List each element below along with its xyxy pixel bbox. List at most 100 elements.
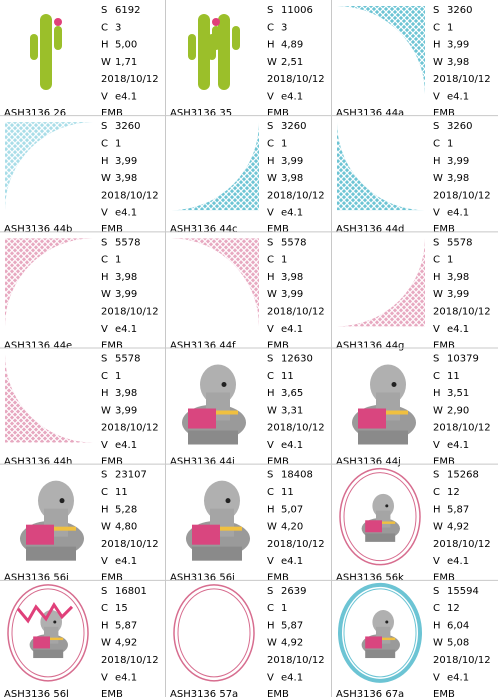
cactus-flower: [212, 18, 220, 26]
field-value: 1: [281, 255, 287, 266]
design-cell: S 12630 C 11 H 3,65 W 3,31 2018/10/12 V e4.1 EMB ASH…: [170, 354, 325, 468]
field-value: 2018/10/12: [433, 74, 491, 85]
field-label: W: [267, 638, 277, 649]
field-label: S: [433, 470, 439, 481]
llama-strap: [54, 526, 76, 531]
llama-strap: [50, 637, 64, 641]
field-value: e4.1: [281, 672, 303, 683]
design-cell: S 3260 C 1H 3,99 W 3,98 2018/10/12 V e4.1 EMB ASH31…: [336, 121, 491, 235]
lace-texture: [337, 238, 425, 327]
file-format: EMB: [433, 224, 455, 235]
oval-frame: [173, 584, 255, 682]
field-label: S: [433, 586, 439, 597]
field-label: S: [267, 354, 273, 365]
design-cell: S 2639 C 1H 5,87 W 4,92 2018/10/12 V e4.1 EMB ASH31…: [170, 584, 325, 697]
bunting: [16, 601, 74, 624]
file-format: EMB: [101, 340, 123, 351]
llama-leg: [365, 649, 396, 659]
llama-eye: [53, 620, 57, 624]
field-value: e4.1: [281, 556, 303, 567]
design-cell: S 5578 C 1H 3,98 W 3,99 2018/10/12 V e4.1 EMB ASH31…: [4, 237, 159, 351]
field-value: 2018/10/12: [267, 539, 325, 550]
llama-leg: [365, 533, 396, 542]
design-name: ASH3136 56l: [4, 689, 69, 697]
lace-texture: [5, 354, 93, 443]
field-value: e4.1: [447, 672, 469, 683]
llama-strap: [216, 410, 238, 415]
field-value: 3,98: [115, 173, 137, 184]
field-label: C: [433, 487, 440, 498]
field-value: 16801: [115, 586, 147, 597]
field-value: e4.1: [447, 324, 469, 335]
thumbnail: [352, 364, 416, 445]
field-value: 3,98: [281, 272, 303, 283]
field-value: 4,80: [115, 522, 137, 533]
lace-texture: [171, 122, 259, 211]
field-label: C: [267, 22, 274, 33]
field-value: 4,92: [447, 522, 469, 533]
field-value: 4,20: [281, 522, 303, 533]
thumbnail: [5, 122, 93, 211]
field-value: 2639: [281, 586, 306, 597]
field-label: H: [101, 156, 109, 167]
field-label: H: [101, 272, 109, 283]
field-label: W: [433, 173, 443, 184]
field-value: 1: [447, 255, 453, 266]
field-value: 1: [115, 255, 121, 266]
field-value: 2018/10/12: [433, 190, 491, 201]
field-value: 3260: [115, 121, 140, 132]
file-format: EMB: [433, 108, 455, 119]
field-value: 1: [115, 371, 121, 382]
field-value: e4.1: [447, 208, 469, 219]
field-label: S: [101, 5, 107, 16]
field-value: 18408: [281, 470, 313, 481]
field-value: e4.1: [115, 556, 137, 567]
thumbnail: [171, 122, 259, 211]
design-name: ASH3136 44b: [4, 224, 72, 235]
file-format: EMB: [267, 573, 289, 584]
field-value: 5578: [115, 237, 140, 248]
cactus-stem: [40, 14, 52, 90]
field-label: C: [267, 371, 274, 382]
file-format: EMB: [101, 108, 123, 119]
oval-frame: [7, 584, 89, 682]
file-format: EMB: [267, 340, 289, 351]
field-value: e4.1: [447, 92, 469, 103]
thumbnail: [337, 6, 425, 94]
field-value: 3,98: [447, 272, 469, 283]
field-label: H: [267, 156, 275, 167]
llama-eye: [385, 504, 389, 508]
field-value: 2018/10/12: [101, 655, 159, 666]
field-label: V: [267, 672, 274, 683]
llama-strap: [382, 521, 396, 524]
field-value: 1: [115, 138, 121, 149]
field-label: C: [267, 255, 274, 266]
thumbnail: [186, 480, 250, 561]
llama-eye: [391, 382, 397, 388]
field-label: W: [267, 289, 277, 300]
field-label: V: [433, 672, 440, 683]
field-label: C: [433, 371, 440, 382]
llama-blanket: [358, 408, 386, 429]
field-value: 11: [115, 487, 128, 498]
field-value: 11: [281, 371, 294, 382]
llama-eye: [385, 620, 389, 624]
field-label: W: [101, 405, 111, 416]
oval-frame: [338, 582, 422, 683]
field-value: 6,04: [447, 620, 469, 631]
field-value: 3,99: [447, 156, 469, 167]
thumbnail: [7, 584, 89, 682]
field-value: 2018/10/12: [101, 307, 159, 318]
field-value: 2,51: [281, 57, 303, 68]
field-label: H: [267, 388, 275, 399]
design-name: ASH3136 56i: [170, 573, 235, 584]
lace-texture: [337, 122, 425, 211]
field-value: 4,92: [115, 638, 137, 649]
field-label: H: [101, 388, 109, 399]
field-value: 5,28: [115, 504, 137, 515]
field-label: S: [101, 354, 107, 365]
field-label: H: [433, 388, 441, 399]
field-label: V: [101, 208, 108, 219]
field-value: 5578: [115, 354, 140, 365]
